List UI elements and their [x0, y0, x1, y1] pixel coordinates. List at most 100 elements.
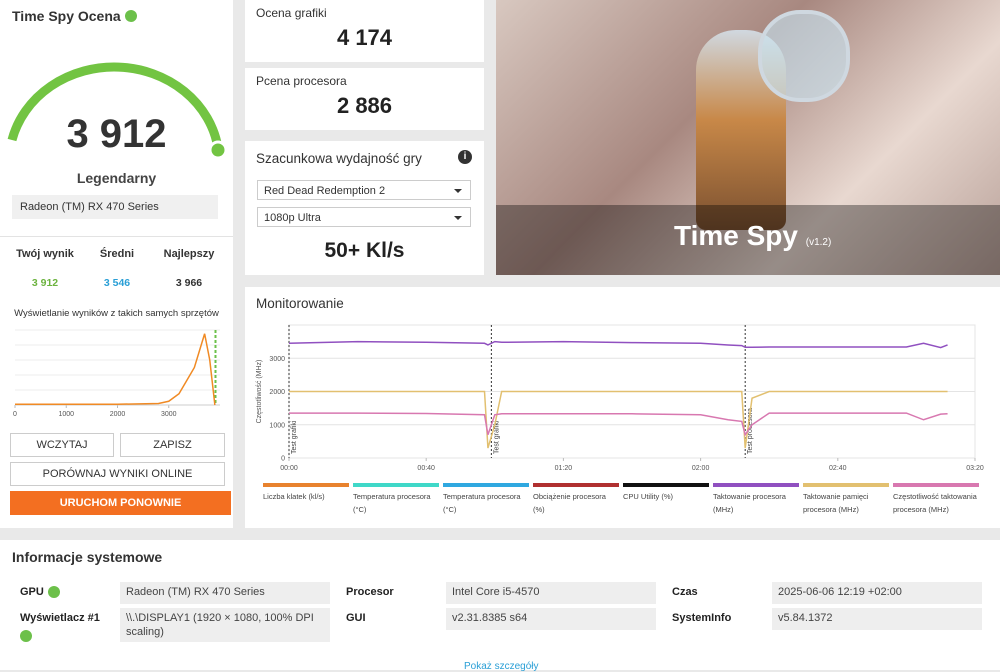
legend-swatch	[893, 483, 979, 487]
x-tick-label: 0	[13, 411, 17, 418]
monitoring-chart: 0 1000 2000 3000 00:00 00:40 01:20 02:00 02:40 03…	[256, 324, 984, 472]
gpu-box: Radeon (TM) RX 470 Series	[12, 195, 218, 219]
dist-caption: Wyświetlanie wyników z takich samych spr…	[14, 308, 219, 319]
save-button[interactable]: ZAPISZ	[120, 433, 225, 457]
legend-label: CPU Utility (%)	[623, 492, 673, 501]
score: 3 912	[66, 112, 167, 156]
details-link[interactable]: Pokaż szczegóły	[464, 661, 539, 672]
legend-label: Częstotliwość taktowania procesora (MHz)	[893, 492, 977, 514]
compare-button[interactable]: PORÓWNAJ WYNIKI ONLINE	[10, 462, 225, 486]
info-value: v5.84.1372	[772, 608, 982, 630]
check	[20, 630, 32, 642]
estimate-title: Szacunkowa wydajność gry	[256, 151, 422, 166]
legend-label: Temperatura procesora (°C)	[443, 492, 521, 514]
score-title: Time Spy Ocena	[12, 8, 137, 24]
value: 4 174	[336, 25, 393, 50]
legend-item: Liczba klatek (kl/s)	[263, 483, 349, 503]
stat-label: Twój wynik	[16, 248, 74, 260]
gauge-dot	[208, 140, 228, 160]
info-label: GPU	[20, 586, 44, 598]
estimate-panel: Szacunkowa wydajność gry i Red Dead Rede…	[245, 141, 484, 275]
rerun-button[interactable]: URUCHOM PONOWNIE	[10, 491, 231, 515]
legend-item: Temperatura procesora (°C)	[353, 483, 439, 516]
mirror	[758, 10, 850, 102]
gauge-arc	[7, 62, 223, 149]
x-tick-label: 00:00	[280, 465, 298, 472]
rank: Legendarny	[76, 170, 157, 186]
y-tick-label: 3000	[269, 356, 285, 363]
info-value: \\.\DISPLAY1 (1920 × 1080, 100% DPI scal…	[120, 608, 330, 642]
info-label: SystemInfo	[672, 612, 732, 624]
x-tick-label: 2000	[110, 411, 126, 418]
legend-label: Taktowanie procesora (MHz)	[713, 492, 786, 514]
info-value: Radeon (TM) RX 470 Series	[120, 582, 330, 604]
phase-label: Test grafiki	[291, 420, 298, 454]
legend-label: Taktowanie pamięci procesora (MHz)	[803, 492, 869, 514]
info-label: GUI	[346, 612, 366, 624]
monitoring-title: Monitorowanie	[256, 296, 344, 311]
info-value: v2.31.8385 s64	[446, 608, 656, 630]
info-label: Procesor	[346, 586, 394, 598]
estimate-result: 50+ Kl/s	[324, 239, 405, 262]
game-select[interactable]: Red Dead Redemption 2	[257, 180, 471, 200]
phase-label: Test grafiki	[493, 420, 500, 454]
distribution-line	[15, 333, 216, 406]
info-value: 2025-06-06 12:19 +02:00	[772, 582, 982, 604]
legend-item: Taktowanie procesora (MHz)	[713, 483, 799, 516]
legend-label: Obciążenie procesora (%)	[533, 492, 606, 514]
banner-name: Time Spy	[674, 220, 798, 251]
legend-label: Temperatura procesora (°C)	[353, 492, 431, 514]
banner: Time Spy (v1.2)	[496, 0, 1000, 275]
y-tick-label: 1000	[269, 422, 285, 429]
banner-version: (v1.2)	[805, 237, 832, 248]
label: Ocena grafiki	[256, 6, 327, 20]
y-tick-label: 2000	[269, 389, 285, 396]
monitoring-panel: Monitorowanie 0 1000 2000 3000 00:00 00:40 01:…	[245, 287, 1000, 528]
legend-swatch	[533, 483, 619, 487]
info-icon[interactable]: i	[458, 150, 472, 164]
check	[48, 586, 60, 598]
sysinfo-title: Informacje systemowe	[12, 549, 163, 565]
info-label: Wyświetlacz #1	[20, 612, 100, 624]
legend-label: Liczba klatek (kl/s)	[263, 492, 325, 501]
y-tick-label: 0	[281, 456, 285, 463]
x-tick-label: 03:20	[966, 465, 984, 472]
legend-item: Taktowanie pamięci procesora (MHz)	[803, 483, 889, 516]
legend-item: Obciążenie procesora (%)	[533, 483, 619, 516]
banner-strip	[496, 205, 1000, 275]
legend-item: Temperatura procesora (°C)	[443, 483, 529, 516]
distribution-chart: 0 1000 2000 3000	[13, 329, 220, 418]
legend-swatch	[713, 483, 799, 487]
x-tick-label: 01:20	[555, 465, 573, 472]
legend-item: CPU Utility (%)	[623, 483, 709, 503]
x-tick-label: 1000	[58, 411, 74, 418]
x-tick-label: 02:40	[829, 465, 847, 472]
x-tick-label: 3000	[161, 411, 177, 418]
legend-swatch	[443, 483, 529, 487]
title-text: Time Spy Ocena	[12, 8, 121, 24]
graphics-score: Ocena grafiki 4 174	[245, 0, 484, 62]
system-info: Informacje systemowe GPU Radeon (TM) RX 4…	[0, 540, 1000, 672]
legend-swatch	[353, 483, 439, 487]
stat-label: Najlepszy	[163, 248, 215, 260]
score-panel: Time Spy Ocena 3 912 Legendarny Radeon (…	[0, 0, 233, 528]
value: 2 886	[336, 93, 393, 118]
cpu-score: Pcena procesora 2 886	[245, 68, 484, 130]
y-axis-label: Częstotliwość (MHz)	[256, 360, 263, 424]
series-line	[289, 390, 948, 449]
check	[124, 10, 137, 22]
legend-swatch	[623, 483, 709, 487]
series-line	[288, 340, 948, 349]
stat-value: 3 546	[103, 277, 131, 289]
preset-select[interactable]: 1080p Ultra	[257, 207, 471, 227]
stat-label: Średni	[99, 248, 135, 260]
x-tick-label: 00:40	[417, 465, 435, 472]
legend-item: Częstotliwość taktowania procesora (MHz)	[893, 483, 979, 516]
load-button[interactable]: WCZYTAJ	[10, 433, 114, 457]
gauge	[7, 62, 228, 160]
series-line	[289, 412, 948, 437]
stat-value: 3 966	[175, 277, 203, 289]
legend-swatch	[263, 483, 349, 487]
info-label: Czas	[672, 586, 698, 598]
